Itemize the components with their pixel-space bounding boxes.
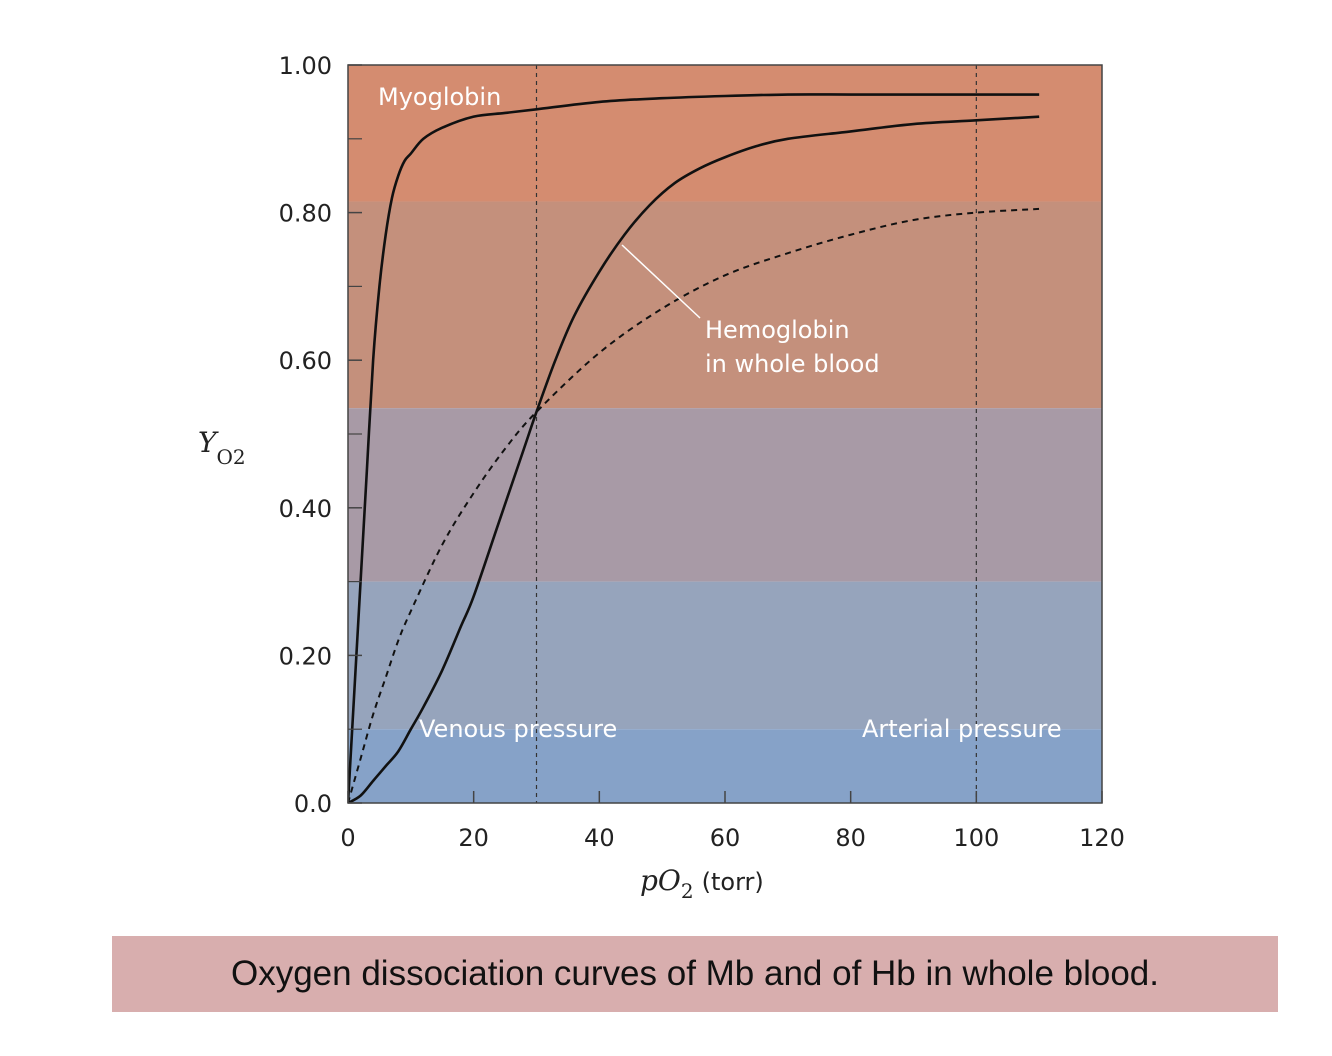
- hemoglobin-pointer-line: [621, 244, 701, 319]
- y-tick-label-3: 0.60: [279, 347, 332, 375]
- axis-ticks: 0 20 40 60 80 100 120 0.0 0.20 0.40 0.60 0.80 1.00: [279, 52, 1125, 852]
- band-2: [348, 408, 1102, 582]
- y-tick-label-5: 1.00: [279, 52, 332, 80]
- x-tick-label-3: 60: [710, 824, 741, 852]
- caption-box: Oxygen dissociation curves of Mb and of …: [112, 936, 1278, 1012]
- y-tick-label-2: 0.40: [279, 495, 332, 523]
- reference-lines: [535, 65, 977, 803]
- x-tick-label-2: 40: [584, 824, 615, 852]
- x-axis-sub: 2: [681, 879, 694, 903]
- x-tick-label-5: 100: [953, 824, 999, 852]
- x-tick-label-4: 80: [835, 824, 866, 852]
- venous-pressure-label: Venous pressure: [419, 715, 617, 743]
- band-4: [348, 729, 1102, 803]
- x-axis-unit: (torr): [702, 868, 764, 896]
- y-tick-label-1: 0.20: [279, 642, 332, 670]
- band-3: [348, 581, 1102, 730]
- hemoglobin-label-line2: in whole blood: [705, 350, 880, 378]
- series-line-1: [348, 115, 1040, 803]
- caption-text: Oxygen dissociation curves of Mb and of …: [230, 954, 1159, 993]
- y-axis-title: YO2: [198, 426, 246, 469]
- y-axis-sub: O2: [216, 445, 245, 469]
- myoglobin-label: Myoglobin: [378, 83, 501, 111]
- series-line-2: [348, 207, 1040, 803]
- y-tick-label-4: 0.80: [279, 200, 332, 228]
- hemoglobin-label-line1: Hemoglobin: [705, 316, 850, 344]
- curves: [348, 93, 1040, 803]
- x-tick-label-6: 120: [1079, 824, 1125, 852]
- y-axis-var: Y: [198, 426, 219, 459]
- x-axis-title: pO2 (torr): [640, 864, 764, 903]
- x-axis-var: pO: [640, 864, 681, 897]
- series-line-0: [348, 93, 1040, 803]
- chart: 0 20 40 60 80 100 120 0.0 0.20 0.40 0.60 0.80 1.00 M…: [198, 52, 1125, 903]
- x-tick-label-1: 20: [458, 824, 489, 852]
- x-tick-label-0: 0: [340, 824, 355, 852]
- y-tick-label-0: 0.0: [294, 790, 332, 818]
- arterial-pressure-label: Arterial pressure: [862, 715, 1062, 743]
- background-bands: [348, 65, 1102, 803]
